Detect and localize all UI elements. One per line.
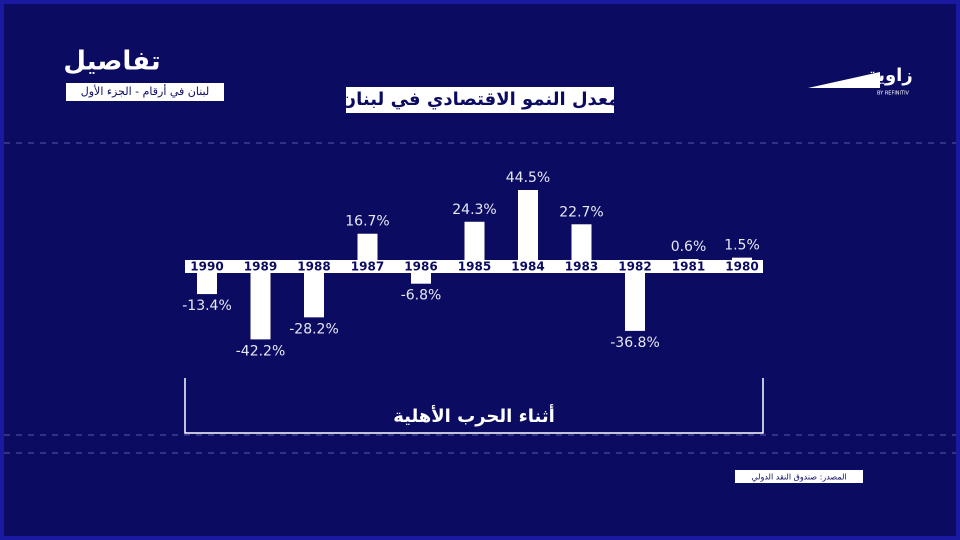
value-label: 44.5% [506,170,550,186]
bar [571,224,592,260]
bar [304,273,324,318]
bar [197,273,217,295]
x-tick-label: 1984 [511,260,544,274]
subtitle-box [66,83,224,101]
logo-name: زاوية [867,65,912,86]
value-label: -36.8% [610,335,660,351]
value-label: 16.7% [345,214,389,230]
x-tick-label: 1982 [618,260,651,274]
x-tick-label: 1985 [458,260,491,274]
x-tick-label: 1987 [351,260,384,274]
bar [625,273,645,331]
logo-shape [808,72,880,88]
annotation: أثناء الحرب الأهلية [393,404,555,427]
baseline-strip [185,260,763,273]
x-tick-label: 1981 [672,260,705,274]
source: المصدر: صندوق النقد الدولي [751,473,846,482]
x-tick-label: 1990 [190,260,223,274]
bar [250,273,271,340]
value-label: 24.3% [452,202,496,218]
bar [518,190,538,260]
x-tick-label: 1988 [297,260,330,274]
value-label: 1.5% [724,238,760,254]
plot: -13.4% 1990 -42.2% 1989 -28.2% 1988 16.7% 1987 -… [182,170,760,359]
chart-title: معدل النمو الاقتصادي في لبنان [341,89,620,110]
x-tick-label: 1986 [404,260,437,274]
header-title: تفاصيل [63,47,160,77]
value-label: 22.7% [559,204,603,220]
bar [678,259,699,260]
value-label: 0.6% [671,239,707,255]
logo-tagline: BY REFINITIV [877,91,910,97]
x-tick-label: 1989 [244,260,277,274]
x-tick-label: 1983 [565,260,598,274]
header-subtitle: لبنان في أرقام - الجزء الأول [81,84,209,98]
source-box [735,470,863,483]
value-label: -42.2% [236,343,286,359]
bar [732,257,752,260]
bar [411,273,431,284]
bar [464,221,485,260]
title-box [346,87,614,113]
value-label: -28.2% [289,321,339,337]
value-label: -6.8% [401,288,442,304]
bar [357,233,378,260]
bracket [184,378,764,434]
x-tick-label: 1980 [725,260,758,274]
value-label: -13.4% [182,298,232,314]
